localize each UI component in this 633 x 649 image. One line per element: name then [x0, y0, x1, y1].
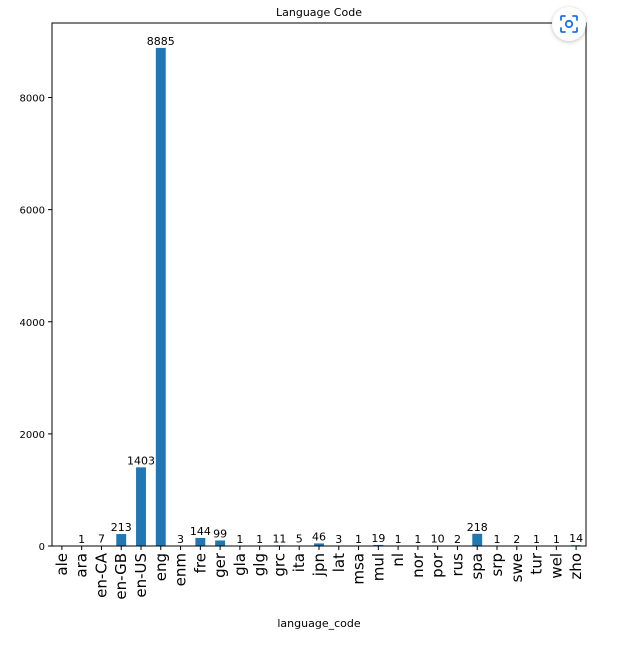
bar-value-label: 2 — [513, 533, 520, 546]
y-tick-label: 4000 — [20, 318, 45, 329]
x-tick-label: enm — [172, 553, 190, 586]
x-tick-label: ita — [290, 553, 308, 572]
bar-jpn — [314, 543, 324, 546]
bar-en-GB — [116, 534, 127, 546]
bar-spa — [472, 533, 483, 546]
bar-value-label: 213 — [111, 521, 132, 534]
x-tick-label: gla — [231, 553, 249, 576]
x-tick-label: wel — [547, 553, 565, 579]
x-tick-label: por — [429, 552, 447, 578]
x-tick-label: glg — [251, 553, 269, 576]
bar-value-label: 3 — [177, 533, 184, 546]
bar-value-label: 8885 — [147, 35, 175, 48]
x-tick-label: fre — [191, 553, 209, 573]
x-tick-label: mul — [369, 553, 387, 581]
bar-eng — [155, 47, 166, 546]
bar-value-label: 144 — [190, 525, 211, 538]
bar-value-label: 7 — [98, 533, 105, 546]
x-tick-label: nl — [389, 553, 407, 567]
bar-value-label: 14 — [569, 532, 583, 545]
bar-value-label: 11 — [272, 532, 286, 545]
x-tick-label: tur — [528, 552, 546, 574]
bar-value-label: 19 — [371, 532, 385, 545]
x-tick-label: ale — [53, 553, 71, 576]
x-tick-label: grc — [270, 553, 288, 577]
x-tick-label: jpn — [310, 553, 328, 577]
y-tick-label: 8000 — [20, 94, 45, 105]
x-tick-label: nor — [409, 552, 427, 578]
bar-fre — [195, 537, 206, 546]
bar-value-label: 2 — [454, 533, 461, 546]
bar-value-label: 99 — [213, 527, 227, 540]
x-tick-label: spa — [468, 553, 486, 580]
chart-title: Language Code — [276, 6, 362, 19]
bar-mul — [373, 544, 384, 546]
x-axis-label: language_code — [277, 617, 360, 630]
bar-value-label: 5 — [296, 533, 303, 546]
bar-value-label: 1 — [355, 533, 362, 546]
y-tick-label: 6000 — [20, 206, 45, 217]
bar-value-label: 1 — [414, 533, 421, 546]
x-tick-label: ara — [73, 553, 91, 578]
x-tick-label: en-GB — [112, 553, 130, 600]
x-tick-label: msa — [350, 553, 368, 585]
bar-value-label: 1403 — [127, 454, 155, 467]
plot-frame — [51, 22, 587, 547]
bar-value-label: 1 — [236, 533, 243, 546]
x-tick-label: en-CA — [92, 552, 110, 598]
x-tick-label: eng — [152, 553, 170, 581]
bar-value-label: 1 — [553, 533, 560, 546]
x-tick-label: lat — [330, 553, 348, 572]
y-tick-label: 2000 — [20, 430, 45, 441]
bar-value-label: 46 — [312, 530, 326, 543]
bar-value-label: 1 — [494, 533, 501, 546]
bar-en-US — [136, 467, 146, 546]
bar-ger — [215, 540, 226, 546]
bars-group — [56, 47, 582, 546]
bar-value-label: 1 — [395, 533, 402, 546]
bar-value-label: 1 — [533, 533, 540, 546]
screen-capture-icon — [560, 15, 578, 33]
x-tick-label: rus — [448, 553, 466, 577]
x-tick-label: ger — [211, 552, 229, 578]
y-tick-label: 0 — [39, 542, 45, 553]
x-tick-label: en-US — [132, 553, 150, 598]
bar-value-label: 1 — [78, 533, 85, 546]
x-tick-label: srp — [488, 553, 506, 577]
x-tick-label: swe — [508, 553, 526, 582]
bar-value-label: 218 — [467, 521, 488, 534]
x-tick-label: zho — [567, 553, 585, 580]
bar-value-label: 1 — [256, 533, 263, 546]
bar-value-label: 3 — [335, 533, 342, 546]
y-axis: 0 2000 4000 6000 8000 — [20, 94, 52, 553]
bar-value-label: 10 — [431, 532, 445, 545]
screen-capture-button[interactable] — [552, 7, 586, 41]
x-axis: ale ara en-CA en-GB en-US eng enm fre ger gla glg g… — [53, 546, 585, 600]
